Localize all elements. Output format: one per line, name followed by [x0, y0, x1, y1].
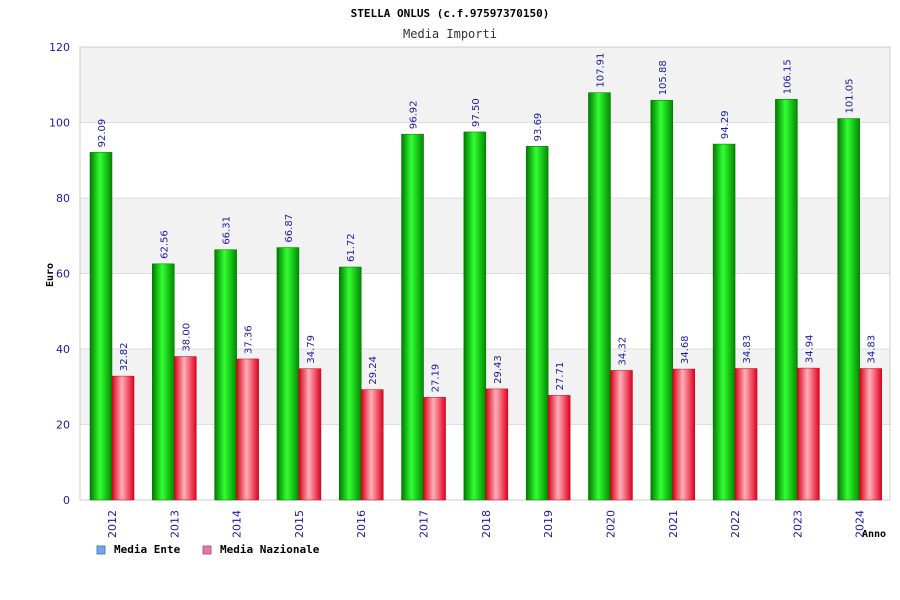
bar-media-nazionale-2018 — [485, 388, 509, 501]
x-tick-label-2022: 2022 — [729, 510, 742, 538]
bar-media-nazionale-2017 — [423, 397, 446, 501]
bar-media-nazionale-2014 — [236, 358, 259, 501]
value-label-media-nazionale-2019: 27.71 — [555, 362, 566, 391]
value-label-media-nazionale-2018: 29.43 — [493, 355, 504, 384]
x-tick-label-2019: 2019 — [542, 510, 555, 538]
value-label-media-nazionale-2022: 34.83 — [742, 335, 753, 364]
chart-title: STELLA ONLUS (c.f.97597370150) — [351, 7, 550, 20]
value-label-media-nazionale-2013: 38.00 — [181, 323, 192, 352]
bar-media-nazionale-2021 — [672, 368, 696, 501]
legend-swatch-media-nazionale — [202, 545, 212, 555]
value-label-media-ente-2020: 107.91 — [595, 53, 606, 88]
y-tick-label: 40 — [56, 343, 70, 356]
bar-media-nazionale-2019 — [547, 395, 571, 501]
value-label-media-ente-2012: 92.09 — [97, 119, 108, 148]
value-label-media-nazionale-2014: 37.36 — [244, 325, 255, 354]
bar-media-nazionale-2013 — [174, 356, 197, 501]
value-label-media-ente-2024: 101.05 — [845, 79, 856, 114]
legend-label-media-ente: Media Ente — [114, 543, 181, 556]
y-tick-label: 20 — [56, 419, 70, 432]
x-axis-title: Anno — [862, 529, 886, 540]
x-tick-label-2012: 2012 — [106, 510, 119, 538]
x-tick-label-2021: 2021 — [667, 510, 680, 538]
y-tick-label: 100 — [49, 117, 70, 130]
value-label-media-ente-2015: 66.87 — [284, 214, 295, 243]
value-label-media-nazionale-2017: 27.19 — [431, 364, 442, 393]
value-label-media-ente-2023: 106.15 — [782, 59, 793, 94]
bar-media-ente-2014 — [214, 249, 237, 501]
value-label-media-ente-2021: 105.88 — [658, 60, 669, 95]
chart-subtitle: Media Importi — [403, 27, 497, 41]
bar-media-nazionale-2022 — [734, 368, 758, 501]
x-tick-label-2015: 2015 — [293, 510, 306, 538]
y-tick-label: 120 — [49, 41, 70, 54]
bar-media-nazionale-2012 — [111, 375, 135, 501]
x-tick-label-2018: 2018 — [480, 510, 493, 538]
bar-media-nazionale-2023 — [797, 367, 820, 501]
plot-band — [80, 47, 890, 123]
bar-media-ente-2023 — [775, 99, 798, 501]
value-label-media-ente-2016: 61.72 — [346, 233, 357, 262]
legend-swatch-media-ente — [96, 545, 106, 555]
x-axis: 2012 2013 2014 2015 2016 2017 2018 2019 2020 2021… — [106, 510, 867, 538]
x-tick-label-2023: 2023 — [791, 510, 804, 538]
bar-media-ente-2024 — [837, 118, 860, 501]
bar-media-nazionale-2016 — [360, 389, 384, 501]
bar-media-nazionale-2024 — [859, 368, 882, 501]
value-label-media-ente-2017: 96.92 — [409, 100, 420, 129]
bar-media-ente-2017 — [401, 133, 424, 501]
value-labels: 92.09 32.82 62.56 38.00 66.31 37.36 66.87 34.79… — [97, 53, 878, 393]
value-label-media-nazionale-2020: 34.32 — [617, 337, 628, 366]
y-tick-label: 0 — [63, 494, 70, 507]
value-label-media-nazionale-2021: 34.68 — [680, 335, 691, 364]
value-label-media-nazionale-2023: 34.94 — [804, 334, 815, 363]
bar-media-ente-2013 — [152, 263, 175, 501]
value-label-media-nazionale-2016: 29.24 — [368, 356, 379, 385]
y-tick-label: 80 — [56, 192, 70, 205]
value-label-media-ente-2018: 97.50 — [471, 98, 482, 127]
x-tick-label-2013: 2013 — [168, 510, 181, 538]
value-label-media-ente-2019: 93.69 — [533, 113, 544, 142]
bar-media-ente-2018 — [463, 131, 487, 501]
y-tick-label: 60 — [56, 268, 70, 281]
legend-label-media-nazionale: Media Nazionale — [220, 543, 320, 556]
value-label-media-ente-2013: 62.56 — [159, 230, 170, 259]
bar-media-ente-2012 — [89, 152, 113, 501]
value-label-media-nazionale-2012: 32.82 — [119, 342, 130, 371]
bar-media-ente-2015 — [276, 247, 300, 501]
value-label-media-nazionale-2015: 34.79 — [306, 335, 317, 364]
bar-media-ente-2020 — [588, 92, 611, 501]
y-axis-title: Euro — [45, 263, 56, 287]
y-axis: 0 20 40 60 80 100 120 — [49, 41, 70, 507]
bars — [89, 92, 882, 501]
bar-media-ente-2016 — [338, 266, 362, 501]
x-tick-label-2017: 2017 — [418, 510, 431, 538]
value-label-media-nazionale-2024: 34.83 — [867, 335, 878, 364]
bar-media-ente-2022 — [712, 143, 736, 501]
legend: Media Ente Media Nazionale — [96, 543, 320, 556]
bar-media-nazionale-2015 — [298, 368, 322, 501]
bar-media-ente-2021 — [650, 100, 674, 501]
x-tick-label-2014: 2014 — [231, 510, 244, 538]
x-tick-label-2016: 2016 — [355, 510, 368, 538]
x-tick-label-2020: 2020 — [604, 510, 617, 538]
value-label-media-ente-2022: 94.29 — [720, 110, 731, 139]
bar-media-ente-2019 — [525, 146, 549, 501]
bar-media-nazionale-2020 — [610, 370, 633, 501]
x-tick-label-2024: 2024 — [854, 510, 867, 538]
value-label-media-ente-2014: 66.31 — [222, 216, 233, 245]
